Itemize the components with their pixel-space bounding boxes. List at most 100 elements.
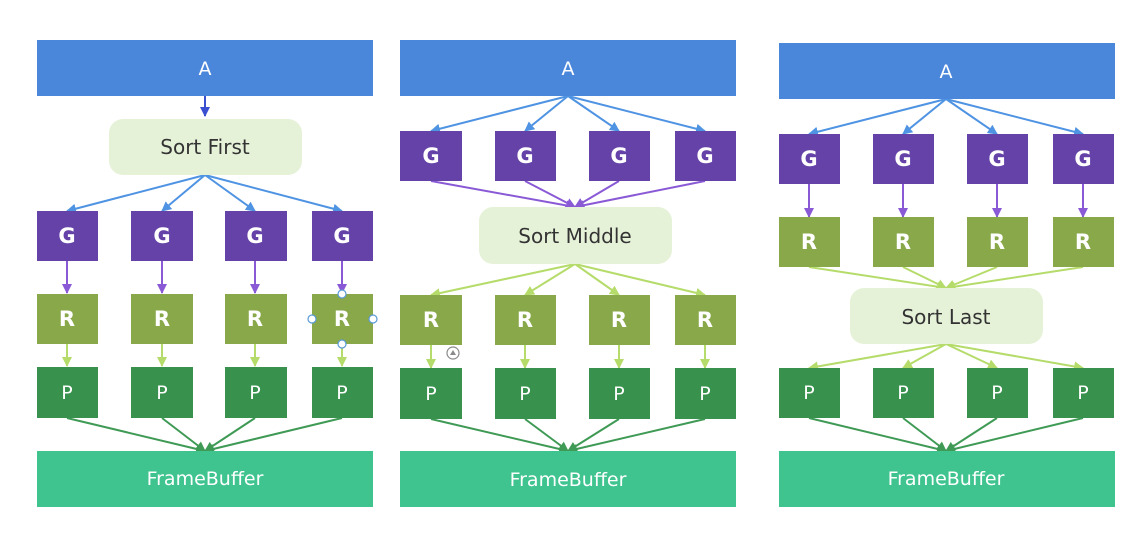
arrow-p4-to-fb [945, 417, 1084, 454]
p-box[interactable]: P [37, 367, 98, 418]
framebuffer-box[interactable]: FrameBuffer [779, 451, 1115, 507]
r-label: R [801, 230, 817, 254]
p-box[interactable]: P [225, 367, 287, 418]
g-box[interactable]: G [675, 131, 736, 181]
g-label: G [1074, 147, 1091, 171]
p-box[interactable]: P [873, 368, 934, 418]
circle-handle-icon[interactable] [337, 289, 347, 299]
p-box[interactable]: P [312, 367, 373, 418]
r-box[interactable]: R [495, 295, 556, 345]
arrow-sort-to-r3 [574, 263, 620, 296]
arrow-a-to-g3 [567, 95, 620, 132]
g-box[interactable]: G [312, 211, 373, 261]
r-label: R [247, 307, 263, 331]
sort-first-box[interactable]: Sort First [109, 119, 302, 175]
arrow-p1-to-fb [66, 417, 206, 454]
g-box[interactable]: G [779, 134, 840, 184]
p-box[interactable]: P [1053, 368, 1114, 418]
p-label: P [991, 382, 1002, 404]
a-box-label: A [562, 58, 575, 80]
g-box[interactable]: G [400, 131, 462, 181]
p-label: P [519, 383, 530, 405]
r-label: R [517, 308, 533, 332]
sort-last-box[interactable]: Sort Last [850, 288, 1043, 344]
r-box[interactable]: R [779, 217, 840, 267]
r-box-selected[interactable]: R [312, 294, 373, 344]
g-box[interactable]: G [589, 131, 650, 181]
g-box[interactable]: G [131, 211, 193, 261]
g-label: G [800, 147, 817, 171]
framebuffer-box[interactable]: FrameBuffer [37, 451, 373, 507]
p-box[interactable]: P [495, 368, 556, 419]
p-label: P [336, 382, 347, 404]
arrow-a-to-g2 [902, 98, 947, 135]
arrow-r4-to-sort [945, 266, 1084, 292]
circle-handle-icon[interactable] [337, 339, 347, 349]
g-box[interactable]: G [873, 134, 934, 184]
circle-handle-icon[interactable] [307, 314, 317, 324]
arrow-sort-to-g1 [66, 174, 206, 214]
p-label: P [249, 382, 260, 404]
r-box[interactable]: R [589, 295, 650, 345]
g-label: G [696, 144, 713, 168]
g-box[interactable]: G [495, 131, 556, 181]
arrow-g4-to-sort [574, 180, 706, 211]
g-label: G [516, 144, 533, 168]
r-label: R [334, 307, 350, 331]
g-box[interactable]: G [967, 134, 1028, 184]
r-box[interactable]: R [225, 294, 287, 344]
p-box[interactable]: P [400, 368, 462, 419]
arrow-a-to-g1 [430, 95, 569, 134]
a-box-label: A [940, 61, 953, 83]
a-box-label: A [199, 58, 212, 80]
arrow-a-to-g1 [808, 98, 947, 137]
a-box[interactable]: A [37, 40, 373, 96]
framebuffer-box[interactable]: FrameBuffer [400, 451, 736, 507]
r-label: R [895, 230, 911, 254]
g-box[interactable]: G [37, 211, 98, 261]
a-box[interactable]: A [779, 43, 1115, 99]
a-box[interactable]: A [400, 40, 736, 96]
g-box[interactable]: G [225, 211, 287, 261]
arrow-g2-to-sort [524, 180, 576, 208]
p-label: P [699, 383, 710, 405]
p-box[interactable]: P [589, 368, 650, 419]
arrow-sort-to-r4 [574, 263, 706, 298]
sort-middle-box[interactable]: Sort Middle [479, 207, 672, 264]
connector-circle-icon[interactable] [446, 346, 460, 360]
p-box[interactable]: P [779, 368, 840, 418]
arrow-sort-to-r2 [524, 263, 576, 296]
g-label: G [58, 224, 75, 248]
arrow-p2-to-fb [902, 417, 947, 452]
connectors-sort-middle [426, 95, 710, 454]
circle-handle-icon[interactable] [368, 314, 378, 324]
p-label: P [613, 383, 624, 405]
panel-sort-first: A Sort First G G G G R R R R P P P P Fra… [37, 40, 378, 507]
r-box[interactable]: R [37, 294, 98, 344]
sort-first-label: Sort First [160, 135, 250, 159]
r-box[interactable]: R [967, 217, 1028, 267]
connectors-sort-last [804, 98, 1088, 454]
r-box[interactable]: R [400, 295, 462, 345]
panel-sort-last: A G G G G R R R R Sort Last P P P P Fram… [779, 43, 1115, 507]
p-label: P [803, 382, 814, 404]
g-box[interactable]: G [1053, 134, 1114, 184]
p-label: P [425, 383, 436, 405]
framebuffer-label: FrameBuffer [510, 469, 627, 491]
arrow-p1-to-fb [430, 418, 569, 454]
sort-middle-label: Sort Middle [518, 224, 631, 248]
r-box[interactable]: R [131, 294, 193, 344]
r-box[interactable]: R [675, 295, 736, 345]
g-label: G [153, 224, 170, 248]
p-box[interactable]: P [967, 368, 1028, 418]
g-label: G [422, 144, 439, 168]
panel-sort-middle: A G G G G Sort Middle R R R R P P P P Fr… [400, 40, 736, 507]
arrow-p3-to-fb [945, 417, 998, 452]
framebuffer-label: FrameBuffer [888, 468, 1005, 490]
r-box[interactable]: R [873, 217, 934, 267]
arrow-p2-to-fb [524, 418, 569, 452]
p-box[interactable]: P [675, 368, 736, 419]
r-box[interactable]: R [1053, 217, 1114, 267]
p-box[interactable]: P [131, 367, 193, 418]
